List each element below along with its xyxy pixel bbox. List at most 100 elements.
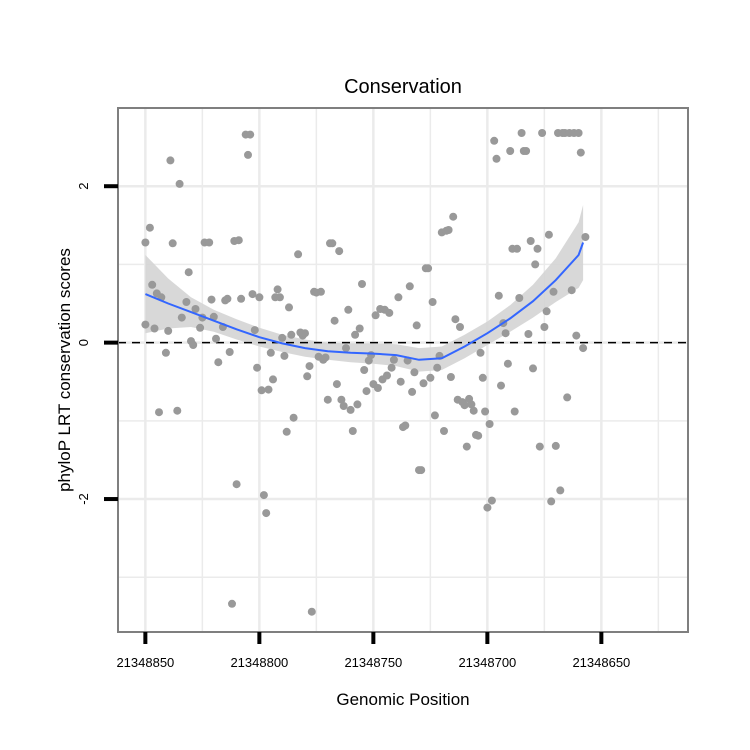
data-point bbox=[444, 226, 453, 234]
data-point bbox=[408, 387, 417, 396]
data-point bbox=[417, 466, 426, 475]
data-point bbox=[410, 368, 419, 377]
data-point bbox=[273, 285, 282, 294]
data-point bbox=[287, 330, 296, 339]
data-point bbox=[549, 287, 558, 296]
y-tick-label: 0 bbox=[76, 339, 91, 346]
data-point bbox=[196, 323, 205, 332]
data-point bbox=[339, 402, 348, 410]
data-point bbox=[446, 373, 455, 381]
data-point bbox=[148, 280, 157, 289]
data-point bbox=[282, 427, 291, 436]
data-point bbox=[166, 156, 175, 165]
data-point bbox=[234, 236, 243, 245]
y-tick-label: 2 bbox=[76, 183, 91, 190]
data-point bbox=[535, 442, 544, 451]
x-tick-label: 21348700 bbox=[458, 655, 516, 670]
data-point bbox=[481, 407, 490, 416]
data-point bbox=[214, 358, 223, 367]
data-point bbox=[294, 250, 303, 259]
data-point bbox=[228, 599, 236, 608]
data-point bbox=[342, 344, 350, 353]
data-point bbox=[164, 326, 173, 335]
data-point bbox=[579, 344, 588, 353]
data-point bbox=[483, 503, 492, 512]
y-axis-label: phyloP LRT conservation scores bbox=[55, 248, 74, 492]
plot-background bbox=[118, 108, 688, 632]
y-axis: 2 0 -2 bbox=[76, 183, 118, 505]
data-point bbox=[401, 421, 410, 430]
data-point bbox=[367, 351, 376, 360]
data-point bbox=[280, 351, 289, 360]
data-point bbox=[478, 373, 487, 382]
x-axis: 21348850 21348800 21348750 21348700 21348650 bbox=[116, 632, 630, 670]
data-point bbox=[255, 293, 264, 302]
data-point bbox=[248, 290, 257, 299]
chart-title: Conservation bbox=[344, 76, 462, 98]
data-point bbox=[244, 150, 252, 159]
data-point bbox=[576, 148, 585, 157]
data-point bbox=[161, 348, 170, 357]
data-point bbox=[330, 316, 339, 325]
data-point bbox=[141, 320, 150, 329]
data-point bbox=[556, 486, 565, 495]
data-point bbox=[301, 329, 309, 338]
data-point bbox=[353, 400, 362, 409]
data-point bbox=[150, 324, 159, 333]
data-point bbox=[449, 212, 458, 221]
data-point bbox=[246, 130, 255, 139]
data-point bbox=[440, 427, 448, 435]
smooth-curve-line bbox=[145, 242, 585, 361]
y-tick-label: -2 bbox=[76, 493, 91, 505]
data-point bbox=[433, 363, 442, 372]
x-tick-label: 21348800 bbox=[230, 655, 288, 670]
data-point bbox=[207, 295, 216, 304]
data-point bbox=[424, 264, 433, 273]
data-point bbox=[262, 509, 271, 518]
data-point bbox=[346, 405, 355, 414]
data-point bbox=[275, 293, 284, 302]
data-point bbox=[387, 363, 396, 372]
x-tick-label: 21348750 bbox=[344, 655, 402, 670]
data-point bbox=[515, 294, 524, 302]
data-point bbox=[259, 491, 268, 500]
data-point bbox=[362, 387, 371, 396]
data-point bbox=[145, 223, 154, 232]
data-point bbox=[305, 362, 314, 371]
data-point bbox=[456, 323, 464, 331]
data-point bbox=[467, 400, 476, 409]
data-point bbox=[547, 497, 556, 506]
data-point bbox=[533, 244, 542, 253]
data-point bbox=[513, 244, 521, 253]
data-point bbox=[184, 268, 193, 277]
data-point bbox=[451, 315, 460, 324]
plot-panel bbox=[118, 108, 688, 632]
data-point bbox=[563, 393, 572, 402]
data-point bbox=[405, 282, 414, 291]
data-point bbox=[396, 377, 405, 386]
data-point bbox=[529, 364, 537, 373]
data-point bbox=[394, 293, 403, 302]
data-point bbox=[351, 330, 360, 339]
data-point bbox=[344, 305, 353, 314]
data-point bbox=[574, 129, 583, 137]
data-point bbox=[385, 308, 394, 317]
smooth-curve bbox=[145, 242, 585, 361]
data-point bbox=[542, 307, 551, 316]
data-point bbox=[323, 395, 332, 404]
data-point bbox=[389, 355, 398, 364]
data-point bbox=[526, 237, 535, 245]
data-point bbox=[428, 298, 437, 306]
data-point bbox=[540, 323, 549, 331]
data-point bbox=[371, 311, 380, 320]
data-point bbox=[335, 247, 344, 256]
data-point bbox=[173, 406, 182, 415]
data-point bbox=[373, 384, 382, 392]
data-point bbox=[266, 348, 275, 357]
data-point bbox=[189, 341, 198, 349]
data-point bbox=[332, 380, 341, 389]
data-point bbox=[522, 147, 531, 155]
data-point bbox=[460, 401, 469, 410]
data-point bbox=[232, 480, 241, 489]
data-point bbox=[257, 386, 266, 395]
